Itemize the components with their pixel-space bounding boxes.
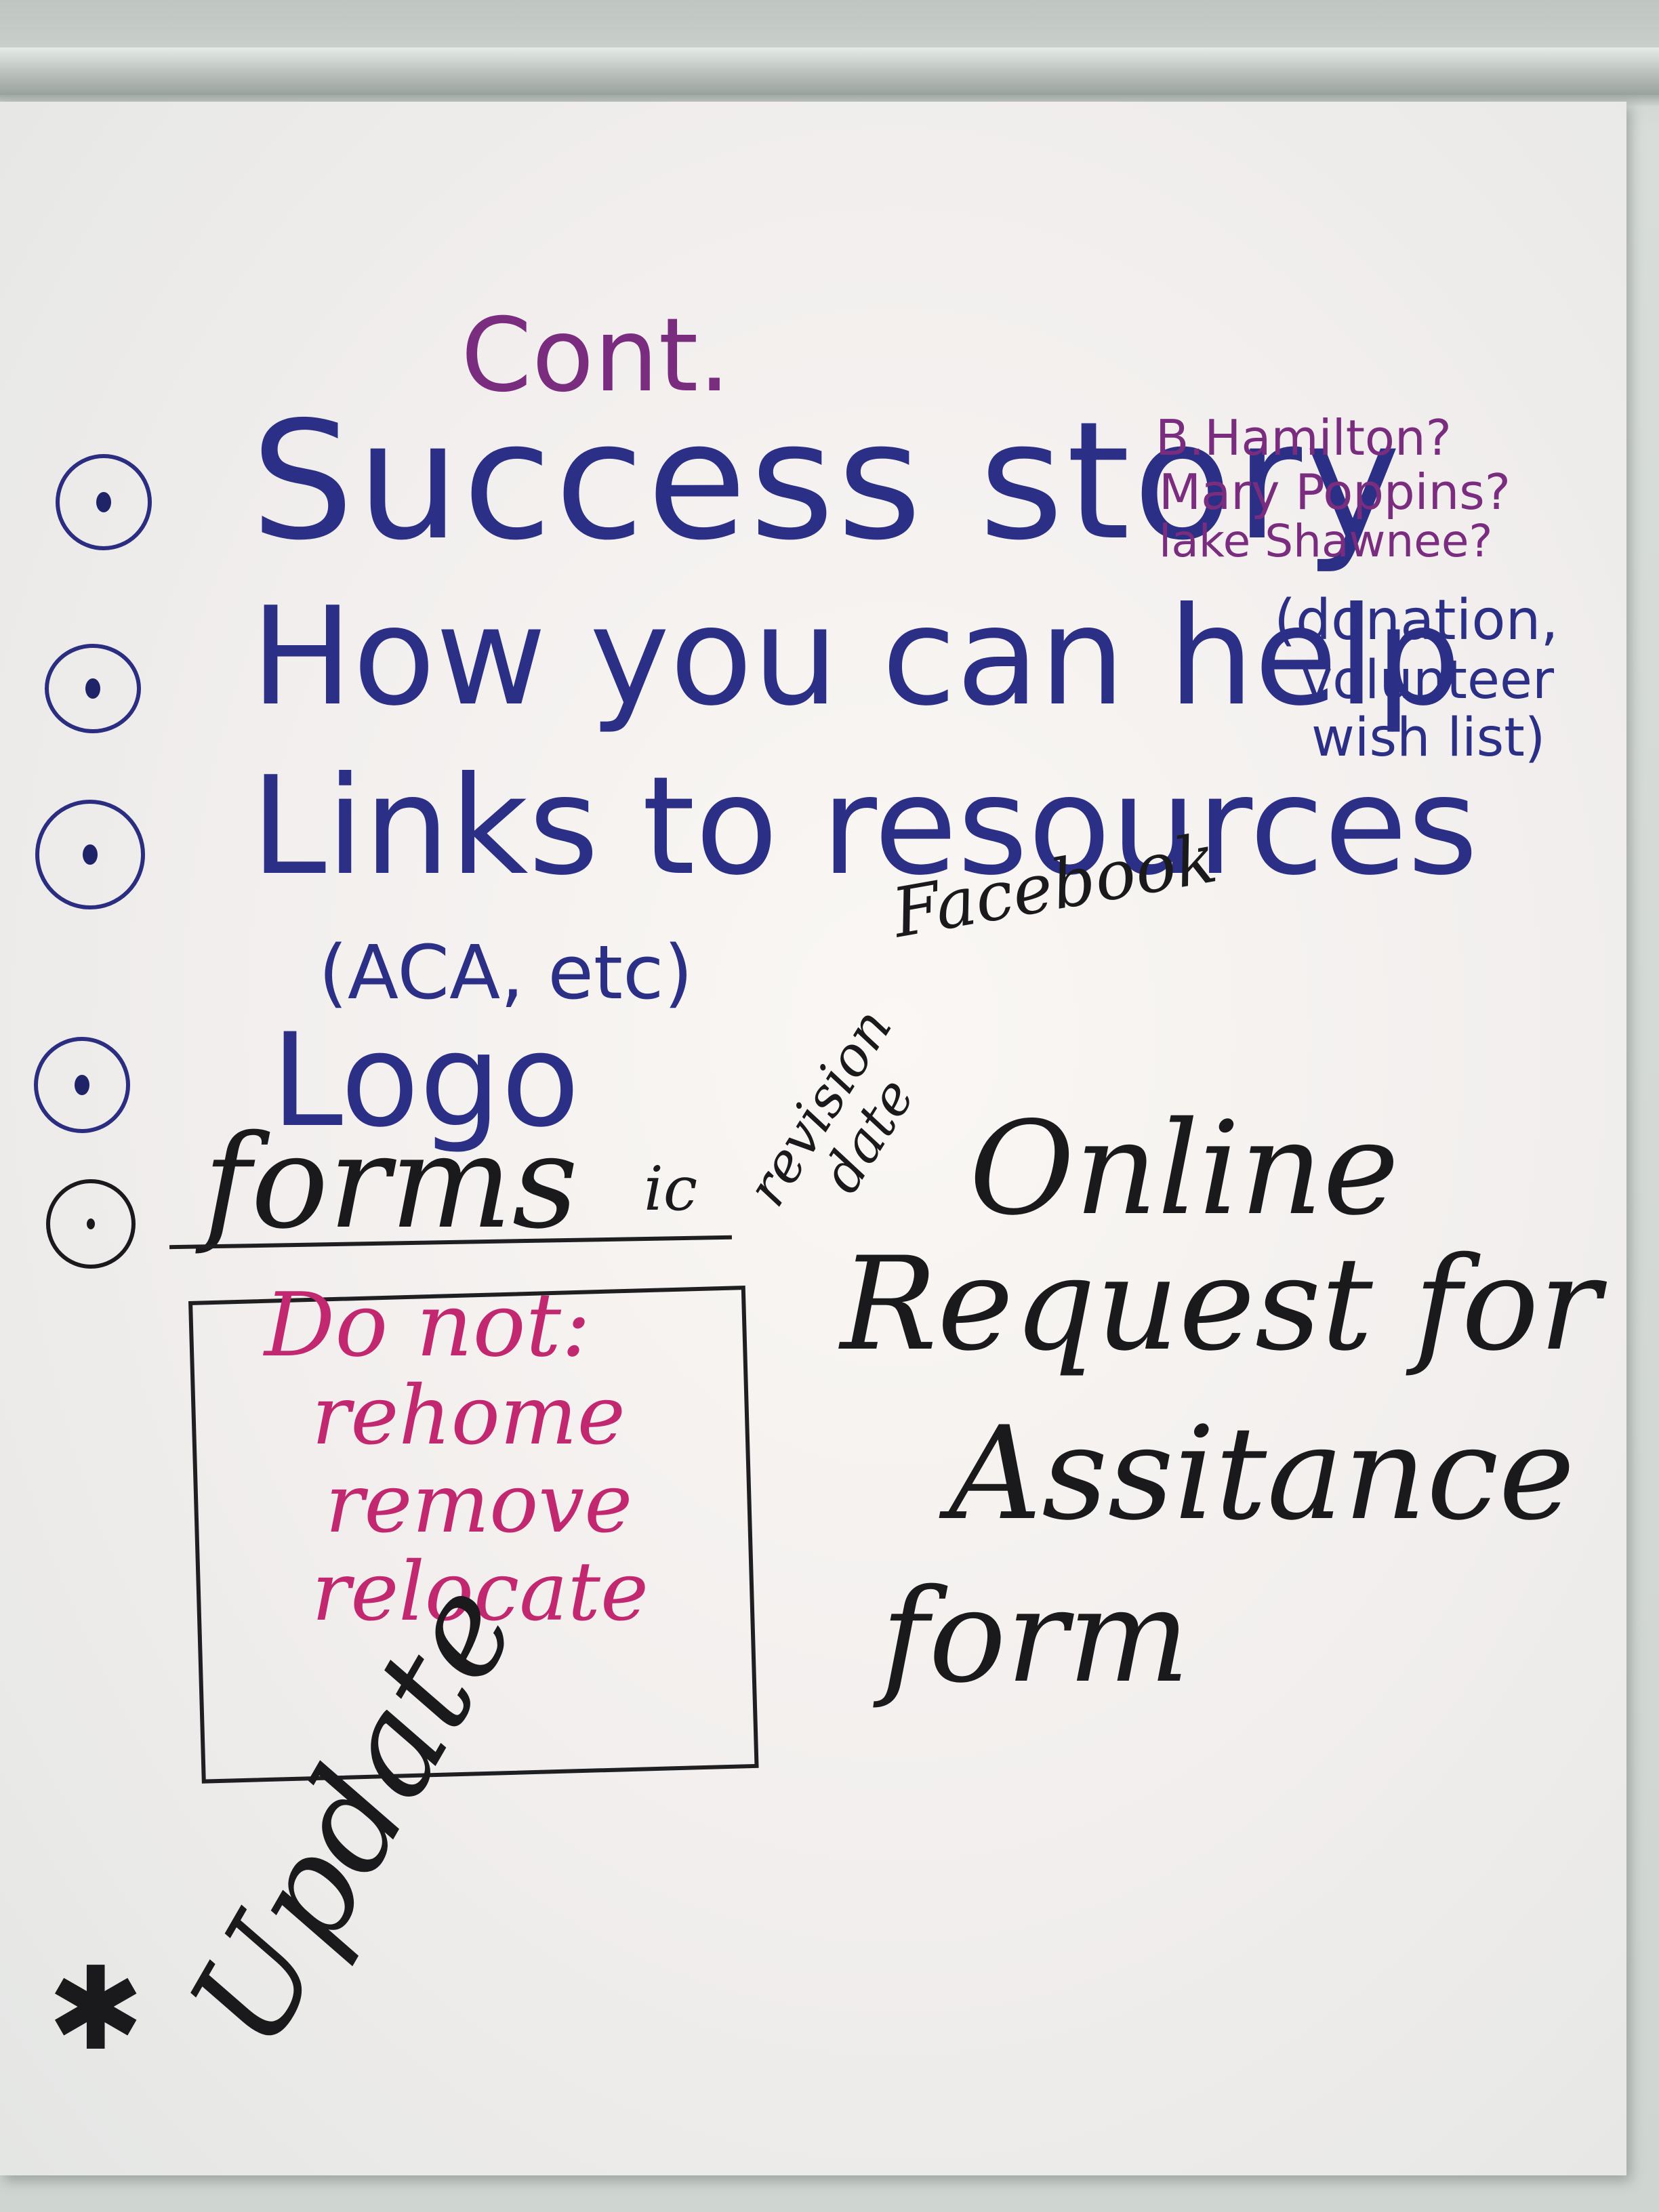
heading-cont: Cont. (461, 297, 731, 415)
bullet-forms: forms (203, 1107, 579, 1257)
bullet-circle-icon (45, 644, 141, 733)
note-donation: (donation, (1274, 588, 1559, 653)
bullet-logo: Logo (271, 1006, 580, 1155)
box-item-rehome: rehome (312, 1369, 626, 1463)
online-line-2: Request for (840, 1229, 1601, 1379)
online-line-1: Online (969, 1094, 1399, 1244)
star-icon: ✱ (47, 1942, 144, 2076)
note-wish-list: wish list) (1311, 708, 1546, 769)
easel-rail (0, 47, 1659, 95)
online-line-4: form (881, 1561, 1190, 1711)
note-mary-poppins: Mary Poppins? (1159, 464, 1511, 520)
note-volunteer: volunteer (1301, 650, 1555, 711)
bullet-circle-icon (34, 1037, 130, 1133)
box-item-relocate: relocate (312, 1545, 649, 1639)
bullet-circle-icon (35, 800, 145, 909)
forms-suffix: ic (644, 1153, 698, 1225)
note-bhamilton: B.Hamilton? (1155, 409, 1452, 466)
bullet-success-story: Success story (251, 386, 1404, 576)
box-item-remove: remove (325, 1457, 633, 1551)
box-title-do-not: Do not: (264, 1273, 591, 1376)
bullet-how-you-can-help: How you can help (251, 578, 1462, 736)
bullet-circle-icon (56, 454, 152, 550)
links-subtext: (ACA, etc) (319, 929, 693, 1016)
online-line-3: Assitance (949, 1399, 1575, 1549)
bullet-links-to-resources: Links to resources (251, 747, 1478, 905)
flipchart-paper: Cont. Success story B.Hamilton? Mary Pop… (0, 102, 1626, 2175)
note-lake-shawnee: lake Shawnee? (1159, 515, 1493, 567)
bullet-circle-icon (46, 1179, 136, 1269)
